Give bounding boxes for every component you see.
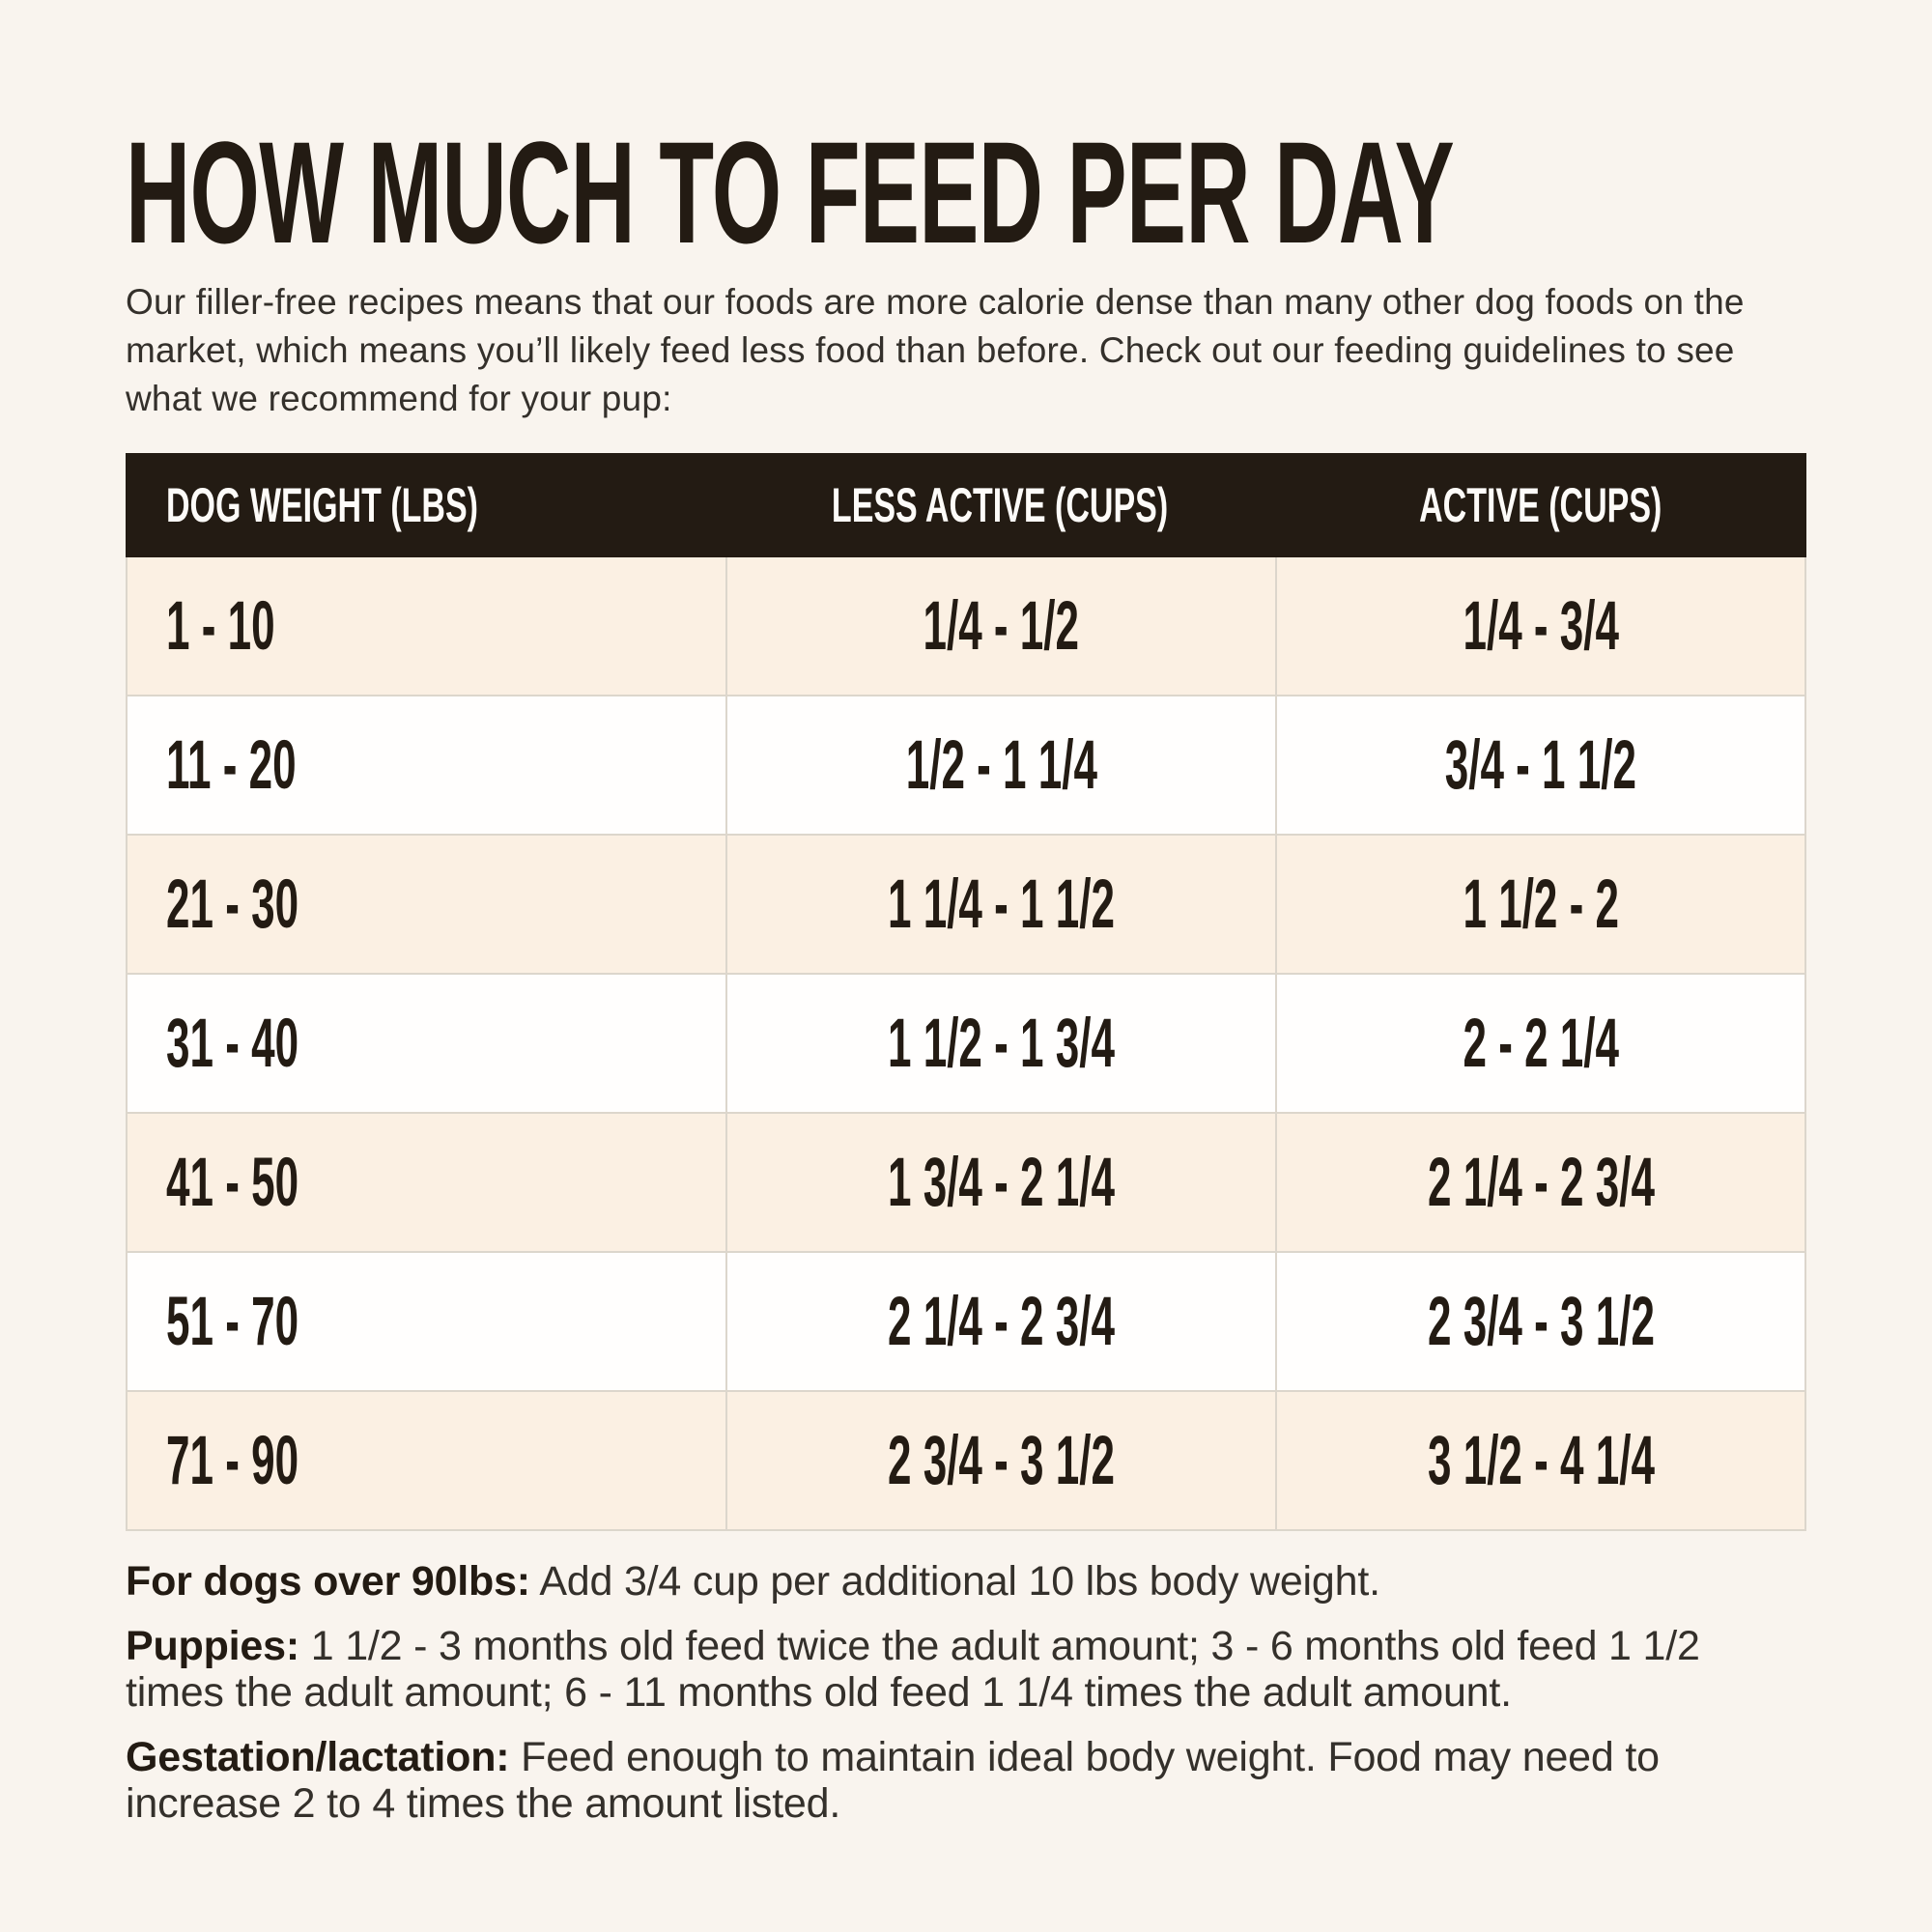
note-gestation: Gestation/lactation: Feed enough to main… — [126, 1734, 1806, 1827]
cell-less-active: 1/4 - 1/2 — [725, 557, 1275, 695]
note-over-90lbs-text: Add 3/4 cup per additional 10 lbs body w… — [539, 1558, 1380, 1605]
cell-weight: 41 - 50 — [166, 1144, 299, 1221]
cell-less-active: 1 3/4 - 2 1/4 — [725, 1114, 1275, 1251]
note-over-90lbs: For dogs over 90lbs: Add 3/4 cup per add… — [126, 1558, 1806, 1605]
table-row: 31 - 40 1 1/2 - 1 3/4 2 - 2 1/4 — [128, 973, 1804, 1112]
cell-active: 3 1/2 - 4 1/4 — [1275, 1392, 1804, 1529]
cell-weight: 1 - 10 — [166, 587, 275, 665]
cell-active: 1/4 - 3/4 — [1275, 557, 1804, 695]
table-header-row: DOG WEIGHT (LBS) LESS ACTIVE (CUPS) ACTI… — [126, 453, 1806, 557]
note-gestation-text: Feed enough to maintain ideal body weigh… — [126, 1734, 1660, 1827]
note-puppies: Puppies: 1 1/2 - 3 months old feed twice… — [126, 1623, 1806, 1716]
table-row: 71 - 90 2 3/4 - 3 1/2 3 1/2 - 4 1/4 — [128, 1390, 1804, 1529]
table-body: 1 - 10 1/4 - 1/2 1/4 - 3/4 11 - 20 1/2 -… — [126, 557, 1806, 1531]
column-header-less-active: LESS ACTIVE (CUPS) — [832, 478, 1169, 532]
note-gestation-label: Gestation/lactation: — [126, 1734, 510, 1780]
cell-weight: 31 - 40 — [166, 1005, 299, 1082]
feeding-table: DOG WEIGHT (LBS) LESS ACTIVE (CUPS) ACTI… — [126, 453, 1806, 1531]
cell-active: 2 - 2 1/4 — [1275, 975, 1804, 1112]
footnotes: For dogs over 90lbs: Add 3/4 cup per add… — [126, 1558, 1806, 1827]
page-title-text: HOW MUCH TO FEED PER DAY — [126, 111, 1455, 273]
table-row: 51 - 70 2 1/4 - 2 3/4 2 3/4 - 3 1/2 — [128, 1251, 1804, 1390]
cell-weight: 51 - 70 — [166, 1283, 299, 1360]
cell-less-active: 1 1/2 - 1 3/4 — [725, 975, 1275, 1112]
cell-less-active: 2 1/4 - 2 3/4 — [725, 1253, 1275, 1390]
table-row: 21 - 30 1 1/4 - 1 1/2 1 1/2 - 2 — [128, 834, 1804, 973]
table-row: 11 - 20 1/2 - 1 1/4 3/4 - 1 1/2 — [128, 695, 1804, 834]
table-row: 41 - 50 1 3/4 - 2 1/4 2 1/4 - 2 3/4 — [128, 1112, 1804, 1251]
cell-active: 2 3/4 - 3 1/2 — [1275, 1253, 1804, 1390]
note-over-90lbs-label: For dogs over 90lbs: — [126, 1558, 530, 1605]
column-header-dog-weight: DOG WEIGHT (LBS) — [166, 478, 478, 532]
table-row: 1 - 10 1/4 - 1/2 1/4 - 3/4 — [128, 557, 1804, 695]
column-header-active: ACTIVE (CUPS) — [1419, 478, 1662, 532]
cell-weight: 21 - 30 — [166, 866, 299, 943]
cell-active: 2 1/4 - 2 3/4 — [1275, 1114, 1804, 1251]
cell-less-active: 2 3/4 - 3 1/2 — [725, 1392, 1275, 1529]
page-title: HOW MUCH TO FEED PER DAY — [126, 120, 1806, 265]
intro-paragraph: Our filler-free recipes means that our f… — [126, 282, 1745, 418]
cell-weight: 71 - 90 — [166, 1422, 299, 1499]
cell-active: 1 1/2 - 2 — [1275, 836, 1804, 973]
note-puppies-label: Puppies: — [126, 1623, 299, 1669]
cell-weight: 11 - 20 — [166, 726, 297, 804]
cell-less-active: 1 1/4 - 1 1/2 — [725, 836, 1275, 973]
note-puppies-text: 1 1/2 - 3 months old feed twice the adul… — [126, 1623, 1700, 1716]
cell-less-active: 1/2 - 1 1/4 — [725, 696, 1275, 834]
cell-active: 3/4 - 1 1/2 — [1275, 696, 1804, 834]
